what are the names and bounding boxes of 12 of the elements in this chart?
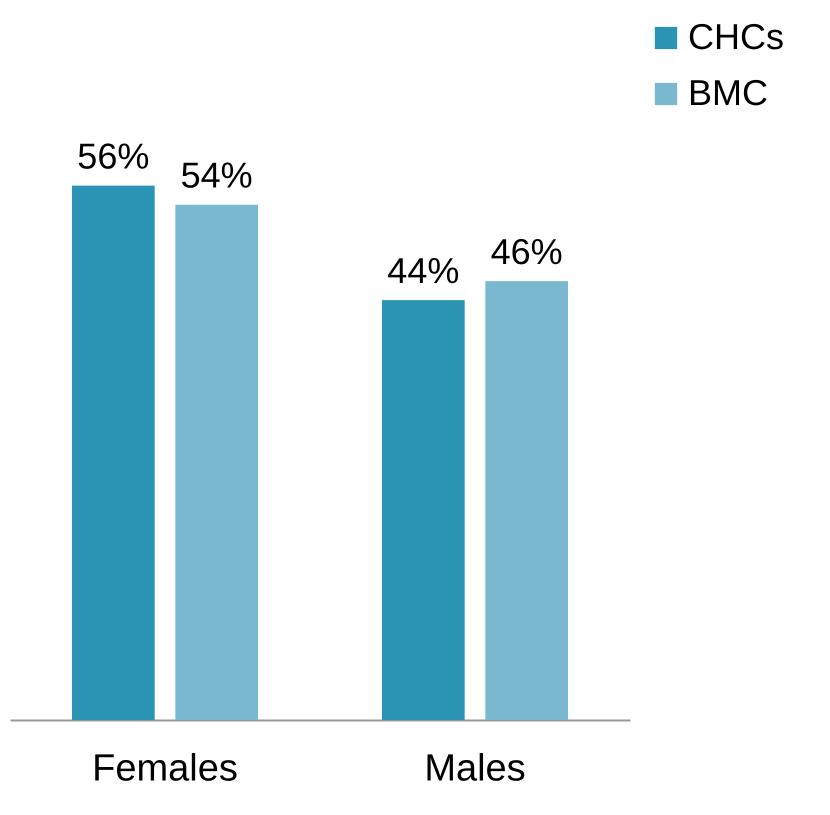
- bar: [175, 204, 258, 720]
- bar: [72, 186, 155, 720]
- data-label: 54%: [180, 154, 253, 196]
- x-tick-label: Females: [92, 748, 238, 790]
- x-tick-label: Males: [424, 748, 526, 790]
- data-label: 56%: [77, 136, 150, 177]
- legend-label: BMC: [688, 72, 768, 113]
- data-label: 46%: [490, 231, 563, 272]
- data-label: 44%: [387, 250, 460, 292]
- bar: [382, 300, 465, 720]
- legend-label: CHCs: [688, 16, 784, 57]
- bar: [485, 281, 568, 720]
